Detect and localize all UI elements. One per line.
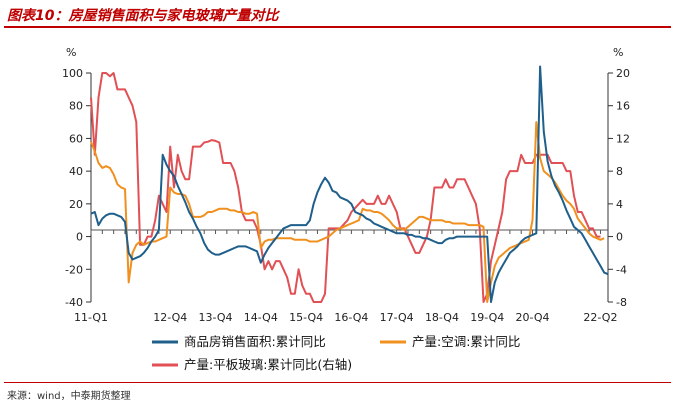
source-rule — [4, 382, 671, 383]
x-tick-label: 12-Q4 — [153, 311, 187, 324]
x-tick-label: 18-Q4 — [425, 311, 459, 324]
x-tick-label: 22-Q2 — [583, 311, 617, 324]
x-tick-label: 15-Q4 — [289, 311, 323, 324]
x-tick-label: 16-Q4 — [334, 311, 368, 324]
right-tick-label: -8 — [616, 296, 627, 309]
legend-label: 产量:平板玻璃:累计同比(右轴) — [184, 357, 352, 372]
x-tick-label: 11-Q1 — [74, 311, 108, 324]
chart-area: % % -40-20020406080100-8-404812162011-Q1… — [62, 46, 630, 372]
x-tick-label: 13-Q4 — [199, 311, 233, 324]
right-unit-label: % — [613, 46, 623, 59]
legend-label: 商品房销售面积:累计同比 — [184, 334, 326, 349]
right-tick-label: -4 — [616, 263, 627, 276]
series-line-sales-area — [90, 65, 609, 303]
right-tick-label: 20 — [616, 67, 630, 80]
right-tick-label: 16 — [616, 100, 630, 113]
chart-title: 图表10：房屋销售面积与家电玻璃产量对比 — [7, 8, 279, 24]
right-tick-label: 12 — [616, 132, 630, 145]
series-line-flat-glass — [90, 72, 601, 303]
left-tick-label: 80 — [69, 100, 83, 113]
x-tick-label: 17-Q4 — [380, 311, 414, 324]
left-unit-label: % — [66, 46, 76, 59]
x-tick-label: 19-Q4 — [470, 311, 504, 324]
x-tick-label: 20-Q4 — [516, 311, 550, 324]
left-tick-label: 40 — [69, 165, 83, 178]
right-tick-label: 8 — [616, 165, 623, 178]
x-tick-label: 14-Q4 — [244, 311, 278, 324]
title-rule — [4, 26, 671, 28]
left-tick-label: 100 — [62, 67, 83, 80]
left-tick-label: 0 — [76, 231, 83, 244]
right-tick-label: 4 — [616, 198, 623, 211]
legend-label: 产量:空调:累计同比 — [412, 334, 520, 349]
left-tick-label: -20 — [65, 263, 83, 276]
right-tick-label: 0 — [616, 231, 623, 244]
source-note: 来源：wind，中泰期货整理 — [7, 391, 131, 402]
left-tick-label: 20 — [69, 198, 83, 211]
left-tick-label: 60 — [69, 132, 83, 145]
left-tick-label: -40 — [65, 296, 83, 309]
series-line-aircon — [90, 121, 605, 303]
